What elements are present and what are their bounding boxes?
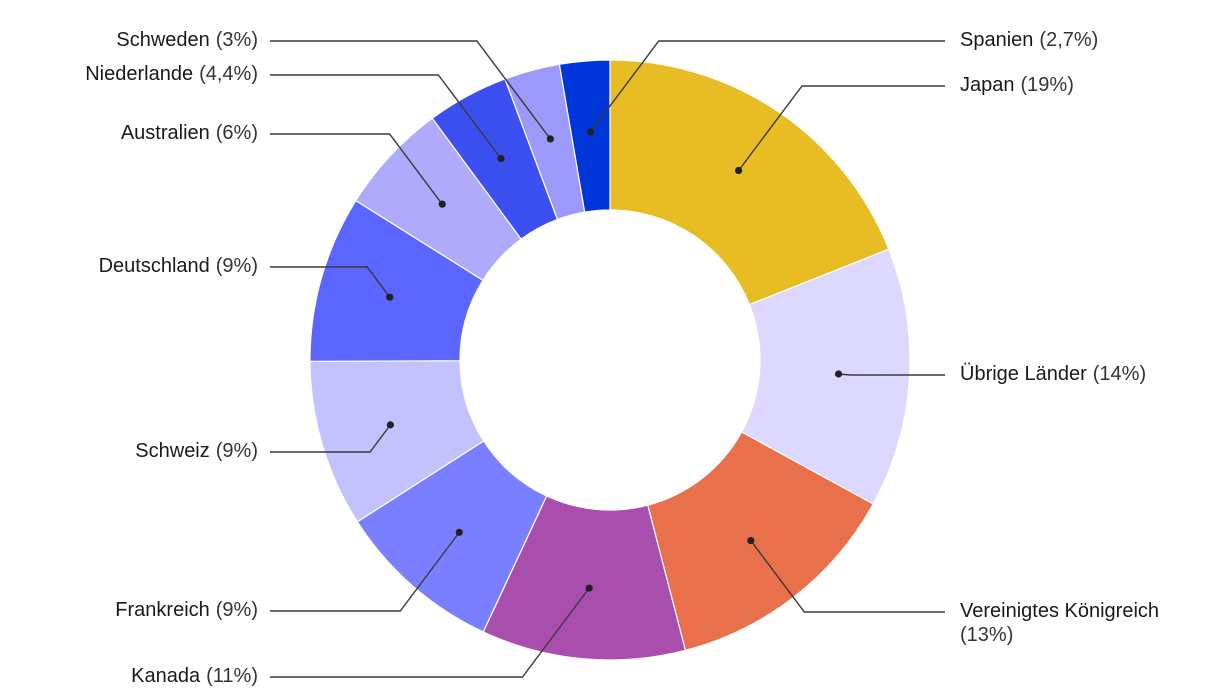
leader-lines-group <box>270 40 945 678</box>
leader-dot-vereinigtes-koenigreich <box>747 536 755 545</box>
leader-dot-spanien <box>587 128 595 136</box>
slice-label-australien: Australien (6%) <box>121 122 258 144</box>
slice-label-uebrige-laender: Übrige Länder (14%) <box>960 363 1146 385</box>
slice-percent: (6%) <box>216 122 258 144</box>
slice-percent: (19%) <box>1021 74 1074 96</box>
labels-group: Japan (19%) Übrige Länder (14%) Vereinigtes … <box>85 29 1159 687</box>
slice-percent: (3%) <box>216 29 258 51</box>
slice-name: Niederlande <box>85 63 193 85</box>
slice-name: Spanien <box>960 29 1033 51</box>
slice-percent: (11%) <box>206 665 258 687</box>
slice-name: Schweiz <box>135 440 209 462</box>
leader-line-deutschland <box>270 266 391 298</box>
leader-line-schweden <box>270 40 551 140</box>
slice-vereinigtes-koenigreich <box>646 431 875 652</box>
slice-percent: (2,7%) <box>1039 29 1098 51</box>
slice-label-schweiz: Schweiz (9%) <box>135 440 258 462</box>
slice-label-spanien: Spanien (2,7%) <box>960 29 1098 51</box>
leader-line-niederlande <box>270 74 502 160</box>
slice-label-schweden: Schweden (3%) <box>116 29 258 51</box>
slice-label-frankreich: Frankreich (9%) <box>115 599 258 621</box>
slice-uebrige-laender <box>740 248 911 505</box>
slice-name: Australien <box>121 122 210 144</box>
leader-dot-schweden <box>546 135 554 143</box>
slice-label-japan: Japan (19%) <box>960 74 1074 96</box>
leader-line-japan <box>738 85 945 171</box>
slices-group <box>309 59 911 661</box>
slice-spanien <box>558 59 611 213</box>
leader-dot-japan <box>735 166 743 175</box>
leader-line-australien <box>270 133 443 205</box>
leader-line-vereinigtes-koenigreich <box>750 540 945 613</box>
slice-name: Schweden <box>116 29 209 51</box>
slice-name: Vereinigtes Königreich <box>960 600 1159 622</box>
leader-dot-uebrige-laender <box>834 370 843 378</box>
slice-percent: (9%) <box>216 255 258 277</box>
slice-label-deutschland: Deutschland (9%) <box>99 255 258 277</box>
leader-dot-frankreich <box>455 528 463 536</box>
leader-line-schweiz <box>270 424 391 453</box>
slice-japan <box>609 59 890 306</box>
slice-name: Übrige Länder <box>960 363 1087 385</box>
leader-dot-australien <box>438 200 446 208</box>
slice-percent: (13%) <box>960 624 1013 646</box>
slice-percent: (14%) <box>1093 363 1146 385</box>
leader-line-spanien <box>590 40 945 133</box>
slice-name: Japan <box>960 74 1015 96</box>
slice-label-kanada: Kanada (11%) <box>131 665 258 687</box>
slice-label-niederlande: Niederlande (4,4%) <box>85 63 258 85</box>
slice-name: Frankreich <box>115 599 209 621</box>
leader-dot-niederlande <box>497 154 505 163</box>
leader-line-frankreich <box>270 531 460 612</box>
slice-name: Kanada <box>131 665 201 687</box>
slice-percent: (4,4%) <box>199 63 258 85</box>
slice-label-vereinigtes-koenigreich: Vereinigtes Königreich (13%) <box>960 600 1159 646</box>
leader-dot-kanada <box>585 584 593 592</box>
leader-line-uebrige-laender <box>838 373 945 376</box>
slice-name: Deutschland <box>99 255 210 277</box>
slice-percent: (9%) <box>216 599 258 621</box>
leader-line-kanada <box>270 587 590 678</box>
slice-percent: (9%) <box>216 440 258 462</box>
leader-dot-schweiz <box>386 421 394 429</box>
leader-dot-deutschland <box>386 293 394 301</box>
